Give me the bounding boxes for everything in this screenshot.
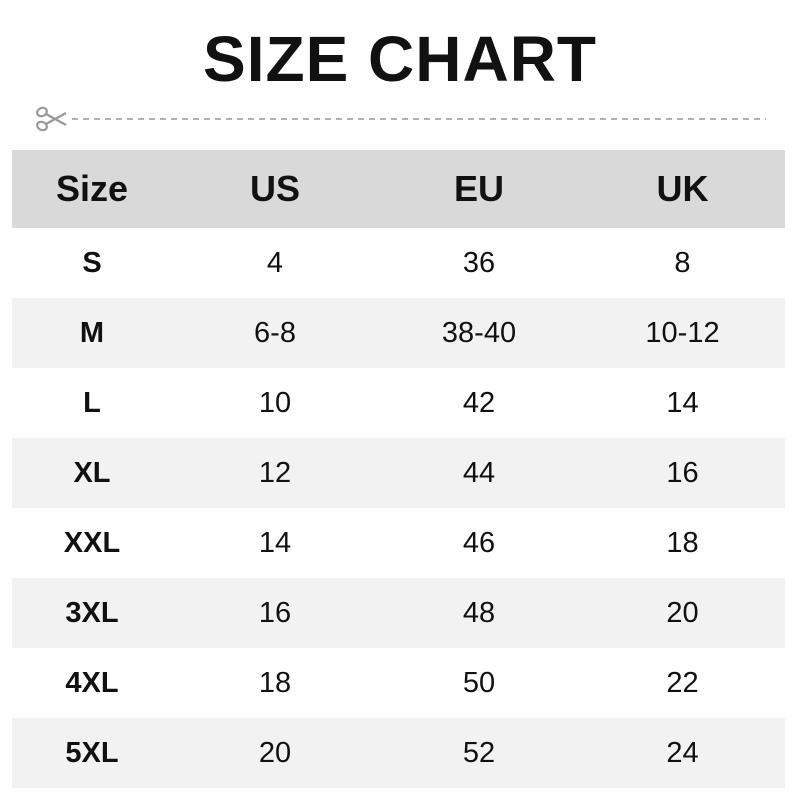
cell-eu: 50 [462,666,496,699]
table-row: XL 12 44 16 [12,438,785,508]
cell-us: 18 [258,666,292,699]
table-row: 3XL 16 48 20 [12,578,785,648]
header-uk: UK [656,168,709,209]
cell-uk: 24 [666,736,699,769]
scissors-icon [36,106,766,132]
cell-size: L [83,386,101,419]
cell-size: M [79,316,105,349]
cell-eu: 52 [462,736,496,769]
header-size: Size [55,168,129,209]
cell-us: 4 [266,246,284,279]
cell-size: 5XL [65,736,119,769]
table-row: M 6-8 38-40 10-12 [12,298,785,368]
cell-us: 12 [258,456,292,489]
cell-uk: 20 [666,596,699,629]
cell-size: XL [73,456,111,489]
table-row: 4XL 18 50 22 [12,648,785,718]
cell-eu: 46 [462,526,496,559]
cell-eu: 44 [462,456,496,489]
cell-uk: 18 [666,526,699,559]
cell-uk: 22 [666,666,699,699]
cell-uk: 10-12 [645,316,720,349]
cell-us: 14 [258,526,292,559]
cell-eu: 38-40 [441,316,517,349]
cell-size: 4XL [65,666,119,699]
cell-uk: 8 [674,246,691,279]
cut-line-divider [34,104,769,134]
cell-us: 10 [258,386,292,419]
page-title: SIZE CHART [203,23,597,95]
cell-eu: 42 [462,386,496,419]
table-row: L 10 42 14 [12,368,785,438]
size-chart-table: Size US EU UK S 4 36 8 M 6-8 38-40 10-12 L 10 42 14… [12,150,785,788]
header-us: US [249,168,300,209]
cell-size: S [82,246,102,279]
cell-us: 20 [258,736,292,769]
cell-eu: 36 [462,246,496,279]
cell-size: XXL [63,526,121,559]
cell-uk: 14 [666,386,699,419]
cell-uk: 16 [666,456,699,489]
table-row: 5XL 20 52 24 [12,718,785,788]
cell-eu: 48 [462,596,496,629]
table-row: XXL 14 46 18 [12,508,785,578]
cell-us: 16 [258,596,292,629]
cell-us: 6-8 [254,316,296,349]
table-header-row: Size US EU UK [12,150,785,228]
cell-size: 3XL [65,596,119,629]
table-row: S 4 36 8 [12,228,785,298]
header-eu: EU [453,168,504,209]
